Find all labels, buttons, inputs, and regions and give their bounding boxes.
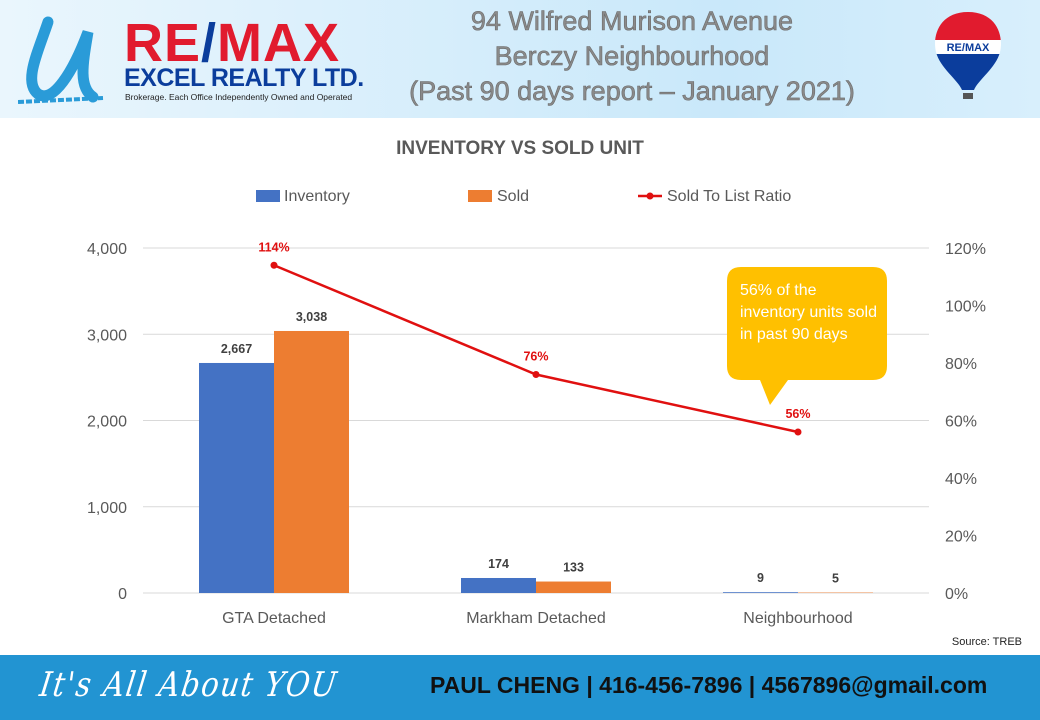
source-note: Source: TREB <box>951 636 1022 648</box>
footer-banner: It's All About YOU PAUL CHENG | 416-456-… <box>0 655 1040 720</box>
annotation-callout <box>727 267 887 405</box>
inventory-vs-sold-chart: INVENTORY VS SOLD UNIT Inventory Sold So… <box>87 138 986 627</box>
x-tick-label: GTA Detached <box>222 610 326 627</box>
u-logo-icon <box>18 16 104 104</box>
y2-tick-label: 60% <box>945 414 977 431</box>
annotation-text: 56% of the inventory units sold in past … <box>740 282 877 343</box>
y-tick-label: 4,000 <box>87 241 127 258</box>
bar-sold <box>274 330 349 593</box>
legend: Inventory Sold Sold To List Ratio <box>256 188 791 205</box>
legend-label-sold: Sold <box>497 188 529 205</box>
chart-title: INVENTORY VS SOLD UNIT <box>396 138 644 159</box>
ratio-point <box>794 428 802 436</box>
bar-sold <box>536 581 611 593</box>
y2-tick-label: 40% <box>945 471 977 488</box>
bar-data-label: 2,667 <box>221 342 252 356</box>
ratio-data-label: 114% <box>258 240 289 254</box>
title-line-1: 94 Wilfred Murison Avenue <box>470 6 794 37</box>
legend-swatch-sold <box>468 190 492 202</box>
slogan: It's All About YOU <box>37 665 341 705</box>
legend-marker-ratio <box>646 192 654 200</box>
ratio-data-label: 76% <box>523 350 548 364</box>
ratio-data-label: 56% <box>785 407 810 421</box>
bar-inventory <box>723 592 798 593</box>
bar-data-label: 3,038 <box>296 310 327 324</box>
x-tick-label: Neighbourhood <box>743 610 852 627</box>
ratio-point <box>532 371 540 378</box>
y-tick-label: 3,000 <box>87 327 127 344</box>
bar-data-label: 133 <box>563 561 584 575</box>
y-tick-label: 0 <box>118 586 127 603</box>
y2-tick-label: 0% <box>945 586 968 603</box>
company-name: EXCEL REALTY LTD. <box>124 64 364 92</box>
bar-inventory <box>461 577 536 593</box>
y-tick-label: 1,000 <box>87 500 127 517</box>
svg-text:RE/MAX: RE/MAX <box>947 42 990 54</box>
bar-data-label: 174 <box>488 557 509 571</box>
y2-tick-label: 100% <box>945 299 986 316</box>
bar-data-label: 5 <box>832 572 839 586</box>
brokerage-tagline: Brokerage. Each Office Independently Own… <box>125 92 353 102</box>
balloon-logo-icon: RE/MAX <box>935 12 1001 99</box>
y-tick-label: 2,000 <box>87 414 127 431</box>
header-banner: RE/MAX EXCEL REALTY LTD. Brokerage. Each… <box>0 0 1040 118</box>
contact-info: PAUL CHENG | 416-456-7896 | 4567896@gmai… <box>430 672 988 698</box>
y2-tick-label: 80% <box>945 356 977 373</box>
ratio-point <box>270 261 278 269</box>
legend-label-inventory: Inventory <box>284 188 350 205</box>
legend-swatch-inventory <box>256 190 280 202</box>
callout-bubble <box>727 267 887 405</box>
y2-tick-label: 120% <box>945 241 986 258</box>
remax-logo-text: RE/MAX <box>124 13 341 73</box>
y2-tick-label: 20% <box>945 529 977 546</box>
legend-label-ratio: Sold To List Ratio <box>667 188 791 205</box>
title-line-2: Berczy Neighbourhood <box>494 41 770 72</box>
bar-data-label: 9 <box>757 571 764 585</box>
bar-inventory <box>199 362 274 593</box>
x-tick-label: Markham Detached <box>466 610 606 627</box>
title-line-3: (Past 90 days report – January 2021) <box>409 76 855 107</box>
